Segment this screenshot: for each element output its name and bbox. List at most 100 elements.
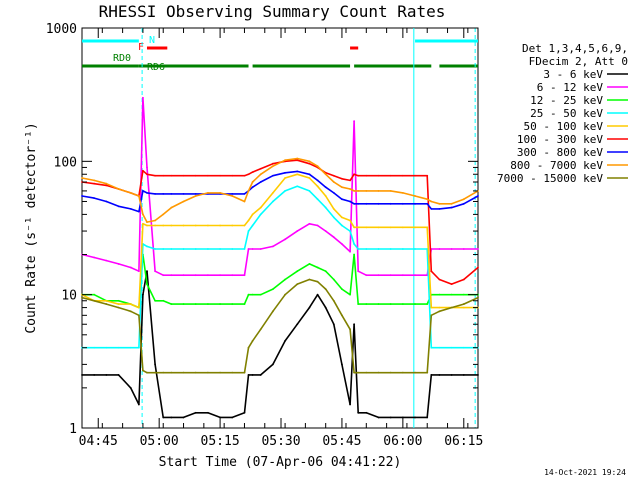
series-5-point [430,270,433,273]
series-7-point [341,186,343,189]
legend-label-2: 12 - 25 keV [530,94,603,107]
series-8-point [332,299,335,302]
series-0-point [154,363,157,366]
series-3-point [231,248,234,250]
series-0-point [243,411,246,414]
series-3-point [137,346,140,349]
series-1-point [414,274,416,277]
series-7-point [430,200,433,203]
series-3-point [105,346,108,349]
series-2-point [401,303,404,305]
series-5-point [247,173,250,176]
series-0-point [353,323,356,326]
series-4-point [137,306,140,309]
series-5-point [357,174,360,177]
series-4-point [182,224,185,227]
series-6-point [462,202,465,205]
series-6-point [243,192,246,195]
legend-label-1: 6 - 12 keV [537,81,604,94]
legend-label-6: 300 - 800 keV [517,146,603,159]
x-tick-label-4: 05:45 [322,434,361,449]
series-2-point [426,303,429,305]
series-7-point [271,165,274,168]
series-4-point [365,226,368,229]
series-2-point [170,303,173,305]
series-6-point [308,173,311,176]
series-4-point [170,224,173,227]
series-3-point [284,190,286,192]
series-5-point [271,162,274,165]
series-6-point [332,191,335,194]
series-8-point [365,371,368,374]
series-1-point [389,274,392,277]
series-6-point [182,192,185,195]
series-4-point [349,219,351,222]
series-0-point [194,411,197,414]
series-6-point [117,205,120,208]
series-6-point [105,200,108,203]
series-0-point [401,416,404,419]
series-2-point [251,293,254,296]
series-1-point [154,270,157,273]
series-1-point [182,274,185,277]
series-5-point [162,174,165,177]
series-3-point [117,346,120,349]
series-6-point [430,207,433,210]
series-4-point [251,213,254,216]
series-1-point [296,230,299,232]
series-7-point [219,191,221,194]
series-2-point [259,293,262,296]
series-6-point [259,181,262,183]
series-5-point [462,278,465,281]
series-8-point [142,369,144,372]
series-0-point [162,416,165,419]
series-6-point [194,192,197,195]
series-2-point [349,293,351,296]
series-3-point [450,346,453,349]
series-8-point [430,314,433,317]
series-2-point [243,303,246,305]
series-5-point [477,266,479,269]
series-1-point [365,274,368,277]
series-3-point [462,346,465,349]
series-7-point [316,165,319,168]
series-6-point [162,192,165,195]
series-0-point [105,374,108,376]
series-7-point [137,195,140,197]
series-0-point [365,411,368,414]
series-1-point [251,248,254,250]
flag-label-RD0: RD0 [113,53,131,64]
series-4-point [414,226,416,229]
series-6-point [426,202,429,205]
series-8-point [231,371,234,374]
series-8-point [137,314,140,317]
series-6-point [365,202,368,205]
series-7-point [308,160,311,163]
series-1-point [105,259,108,262]
y-tick-label-0: 1 [69,422,77,437]
y-tick-label-2: 100 [54,155,77,170]
series-2-point [414,303,416,305]
series-2-point [247,293,250,296]
series-3-point [170,248,173,250]
series-1-point [438,248,441,250]
series-7-point [142,213,144,216]
flag-label-F: F [138,42,144,53]
series-7-point [182,200,185,203]
series-1-point [129,266,132,269]
series-8-point [353,371,356,374]
series-7-point [462,198,465,201]
series-3-point [430,346,433,349]
series-8-point [162,371,165,374]
series-0-point [430,374,433,376]
series-6-point [438,207,441,210]
series-3-point [401,248,404,250]
series-5-point [377,174,380,177]
series-1-point [146,166,148,169]
series-2-point [324,270,327,273]
series-7-point [450,202,453,205]
series-8-point [247,346,250,349]
series-5-point [332,174,335,177]
series-1-point [377,274,380,277]
